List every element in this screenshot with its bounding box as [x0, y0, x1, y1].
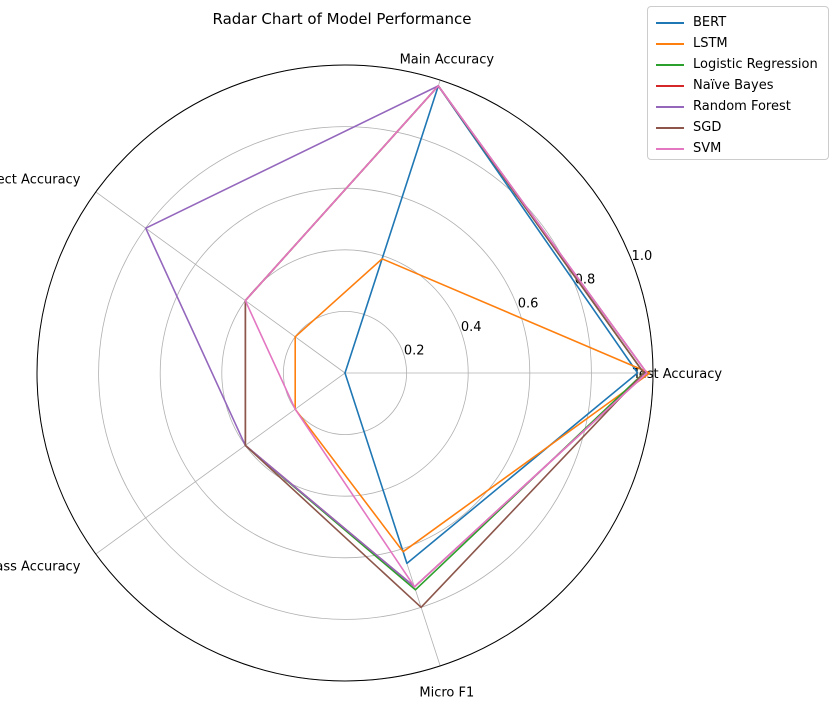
legend-swatch	[656, 85, 684, 87]
legend-label: Naïve Bayes	[693, 78, 774, 93]
legend-swatch	[656, 22, 684, 24]
legend-label: Random Forest	[693, 99, 791, 114]
radial-tick-label: 0.4	[461, 320, 482, 335]
grid-spoke	[95, 372, 346, 555]
series-line	[144, 85, 648, 588]
legend-swatch	[656, 127, 684, 129]
chart-title: Radar Chart of Model Performance	[212, 10, 471, 28]
series-lines	[144, 85, 651, 609]
grid-spoke	[95, 191, 346, 374]
polar-frame	[36, 64, 654, 682]
legend-item: Random Forest	[648, 98, 828, 116]
legend-label: SGD	[693, 120, 722, 135]
radial-tick-label: 1.0	[632, 249, 653, 264]
legend-label: SVM	[693, 141, 722, 156]
series-line	[294, 257, 651, 553]
legend-swatch	[656, 43, 684, 45]
legend-swatch	[656, 64, 684, 66]
axis-label: Main Accuracy	[400, 53, 495, 68]
axis-label: All Correct Accuracy	[0, 172, 81, 187]
axis-label: Multiclass Accuracy	[0, 560, 81, 575]
series-line	[244, 85, 645, 591]
series-line	[344, 85, 639, 565]
legend-swatch	[656, 148, 684, 150]
series-line	[244, 85, 648, 588]
axis-labels: Test Accuracy Main Accuracy All Correct Ac…	[0, 53, 722, 701]
legend-label: LSTM	[693, 36, 728, 51]
legend-item: BERT	[648, 14, 828, 32]
legend: BERT LSTM Logistic Regression Naïve Bayes Ra…	[647, 6, 829, 160]
legend-item: SVM	[648, 140, 828, 158]
axis-label: Micro F1	[419, 685, 474, 700]
radial-tick-labels: 0.20.40.60.81.0	[404, 249, 652, 358]
legend-swatch	[656, 106, 684, 108]
legend-label: BERT	[693, 15, 727, 30]
radial-tick-label: 0.2	[404, 343, 425, 358]
legend-item: SGD	[648, 119, 828, 137]
legend-label: Logistic Regression	[693, 57, 818, 72]
series-line	[244, 85, 648, 588]
legend-item: Logistic Regression	[648, 56, 828, 74]
legend-item: Naïve Bayes	[648, 77, 828, 95]
legend-item: LSTM	[648, 35, 828, 53]
radial-tick-label: 0.6	[518, 296, 539, 311]
axis-label: Test Accuracy	[632, 367, 722, 382]
